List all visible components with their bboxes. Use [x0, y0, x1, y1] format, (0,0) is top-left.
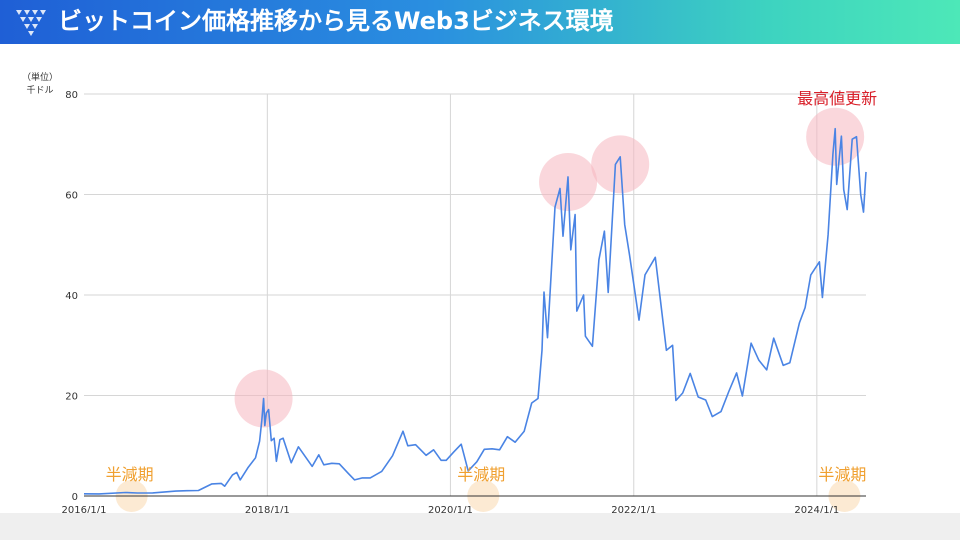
halving-label: 半減期: [457, 465, 505, 484]
chart-area: 0 20 40 60 80 2016/1/1 2018/1/1 2020/1/1 2022/1/…: [0, 44, 960, 516]
title-bar: ビットコイン価格推移から見るWeb3ビジネス環境: [0, 0, 960, 44]
x-tick-label: 2020/1/1: [428, 505, 473, 513]
halving-label: 半減期: [818, 465, 866, 484]
y-tick-label: 80: [65, 90, 78, 101]
y-tick-label: 60: [65, 191, 78, 202]
halving-label: 半減期: [106, 465, 154, 484]
x-tick-label: 2022/1/1: [611, 505, 656, 513]
peak-label: 最高値更新: [797, 89, 877, 108]
unit-label: （単位）: [22, 71, 58, 83]
diamond-grid-logo-icon: [16, 10, 46, 36]
bitcoin-price-chart: 0 20 40 60 80 2016/1/1 2018/1/1 2020/1/1 2022/1/…: [22, 71, 877, 516]
page-title: ビットコイン価格推移から見るWeb3ビジネス環境: [58, 7, 614, 35]
x-tick-label: 2024/1/1: [794, 505, 839, 513]
y-tick-label: 20: [65, 392, 78, 403]
x-tick-label: 2018/1/1: [245, 505, 290, 513]
unit-label: 千ドル: [26, 85, 53, 96]
price-series-line: [83, 127, 867, 495]
y-tick-label: 40: [65, 291, 78, 302]
footer-band: [0, 513, 960, 540]
x-tick-label: 2016/1/1: [62, 505, 107, 513]
y-tick-label: 0: [72, 492, 78, 503]
